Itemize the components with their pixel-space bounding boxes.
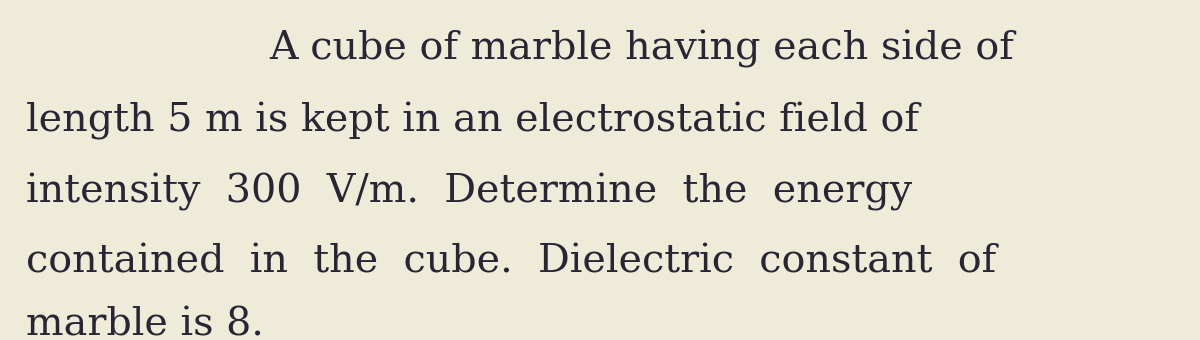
- Text: length 5 m is kept in an electrostatic field of: length 5 m is kept in an electrostatic f…: [26, 102, 919, 140]
- Text: contained  in  the  cube.  Dielectric  constant  of: contained in the cube. Dielectric consta…: [26, 243, 997, 280]
- Text: marble is 8.: marble is 8.: [26, 306, 264, 340]
- Text: A cube of marble having each side of: A cube of marble having each side of: [270, 30, 1014, 68]
- Text: intensity  300  V/m.  Determine  the  energy: intensity 300 V/m. Determine the energy: [26, 173, 912, 211]
